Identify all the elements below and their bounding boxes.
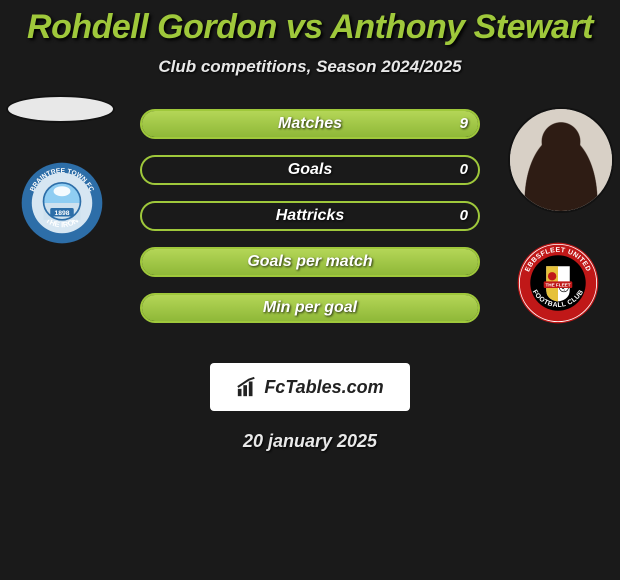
stat-row: Min per goal	[140, 293, 480, 323]
stat-label: Goals per match	[142, 249, 478, 275]
page-title: Rohdell Gordon vs Anthony Stewart	[0, 8, 620, 47]
stat-label: Matches	[142, 111, 478, 137]
svg-text:1898: 1898	[55, 210, 70, 217]
stat-row: Goals per match	[140, 247, 480, 277]
stat-row: Matches9	[140, 109, 480, 139]
comparison-panel: BRAINTREE TOWN FC THE IRON 1898 EBBSFLEE…	[0, 109, 620, 359]
club-crest-right: EBBSFLEET UNITED FOOTBALL CLUB THE FLEET	[516, 241, 600, 325]
stat-value-right: 0	[460, 157, 468, 183]
svg-text:THE FLEET: THE FLEET	[545, 282, 570, 287]
chart-icon	[236, 376, 258, 398]
player-left-avatar	[8, 97, 113, 121]
stats-list: Matches9Goals0Hattricks0Goals per matchM…	[140, 109, 480, 339]
stat-label: Goals	[142, 157, 478, 183]
stat-row: Goals0	[140, 155, 480, 185]
stat-value-right: 9	[460, 111, 468, 137]
stat-row: Hattricks0	[140, 201, 480, 231]
club-crest-left: BRAINTREE TOWN FC THE IRON 1898	[20, 161, 104, 245]
date-label: 20 january 2025	[0, 431, 620, 452]
brand-label: FcTables.com	[264, 377, 383, 398]
stat-label: Min per goal	[142, 295, 478, 321]
brand-badge: FcTables.com	[210, 363, 409, 411]
stat-label: Hattricks	[142, 203, 478, 229]
stat-value-right: 0	[460, 203, 468, 229]
player-right-avatar	[510, 109, 612, 211]
subtitle: Club competitions, Season 2024/2025	[0, 57, 620, 77]
